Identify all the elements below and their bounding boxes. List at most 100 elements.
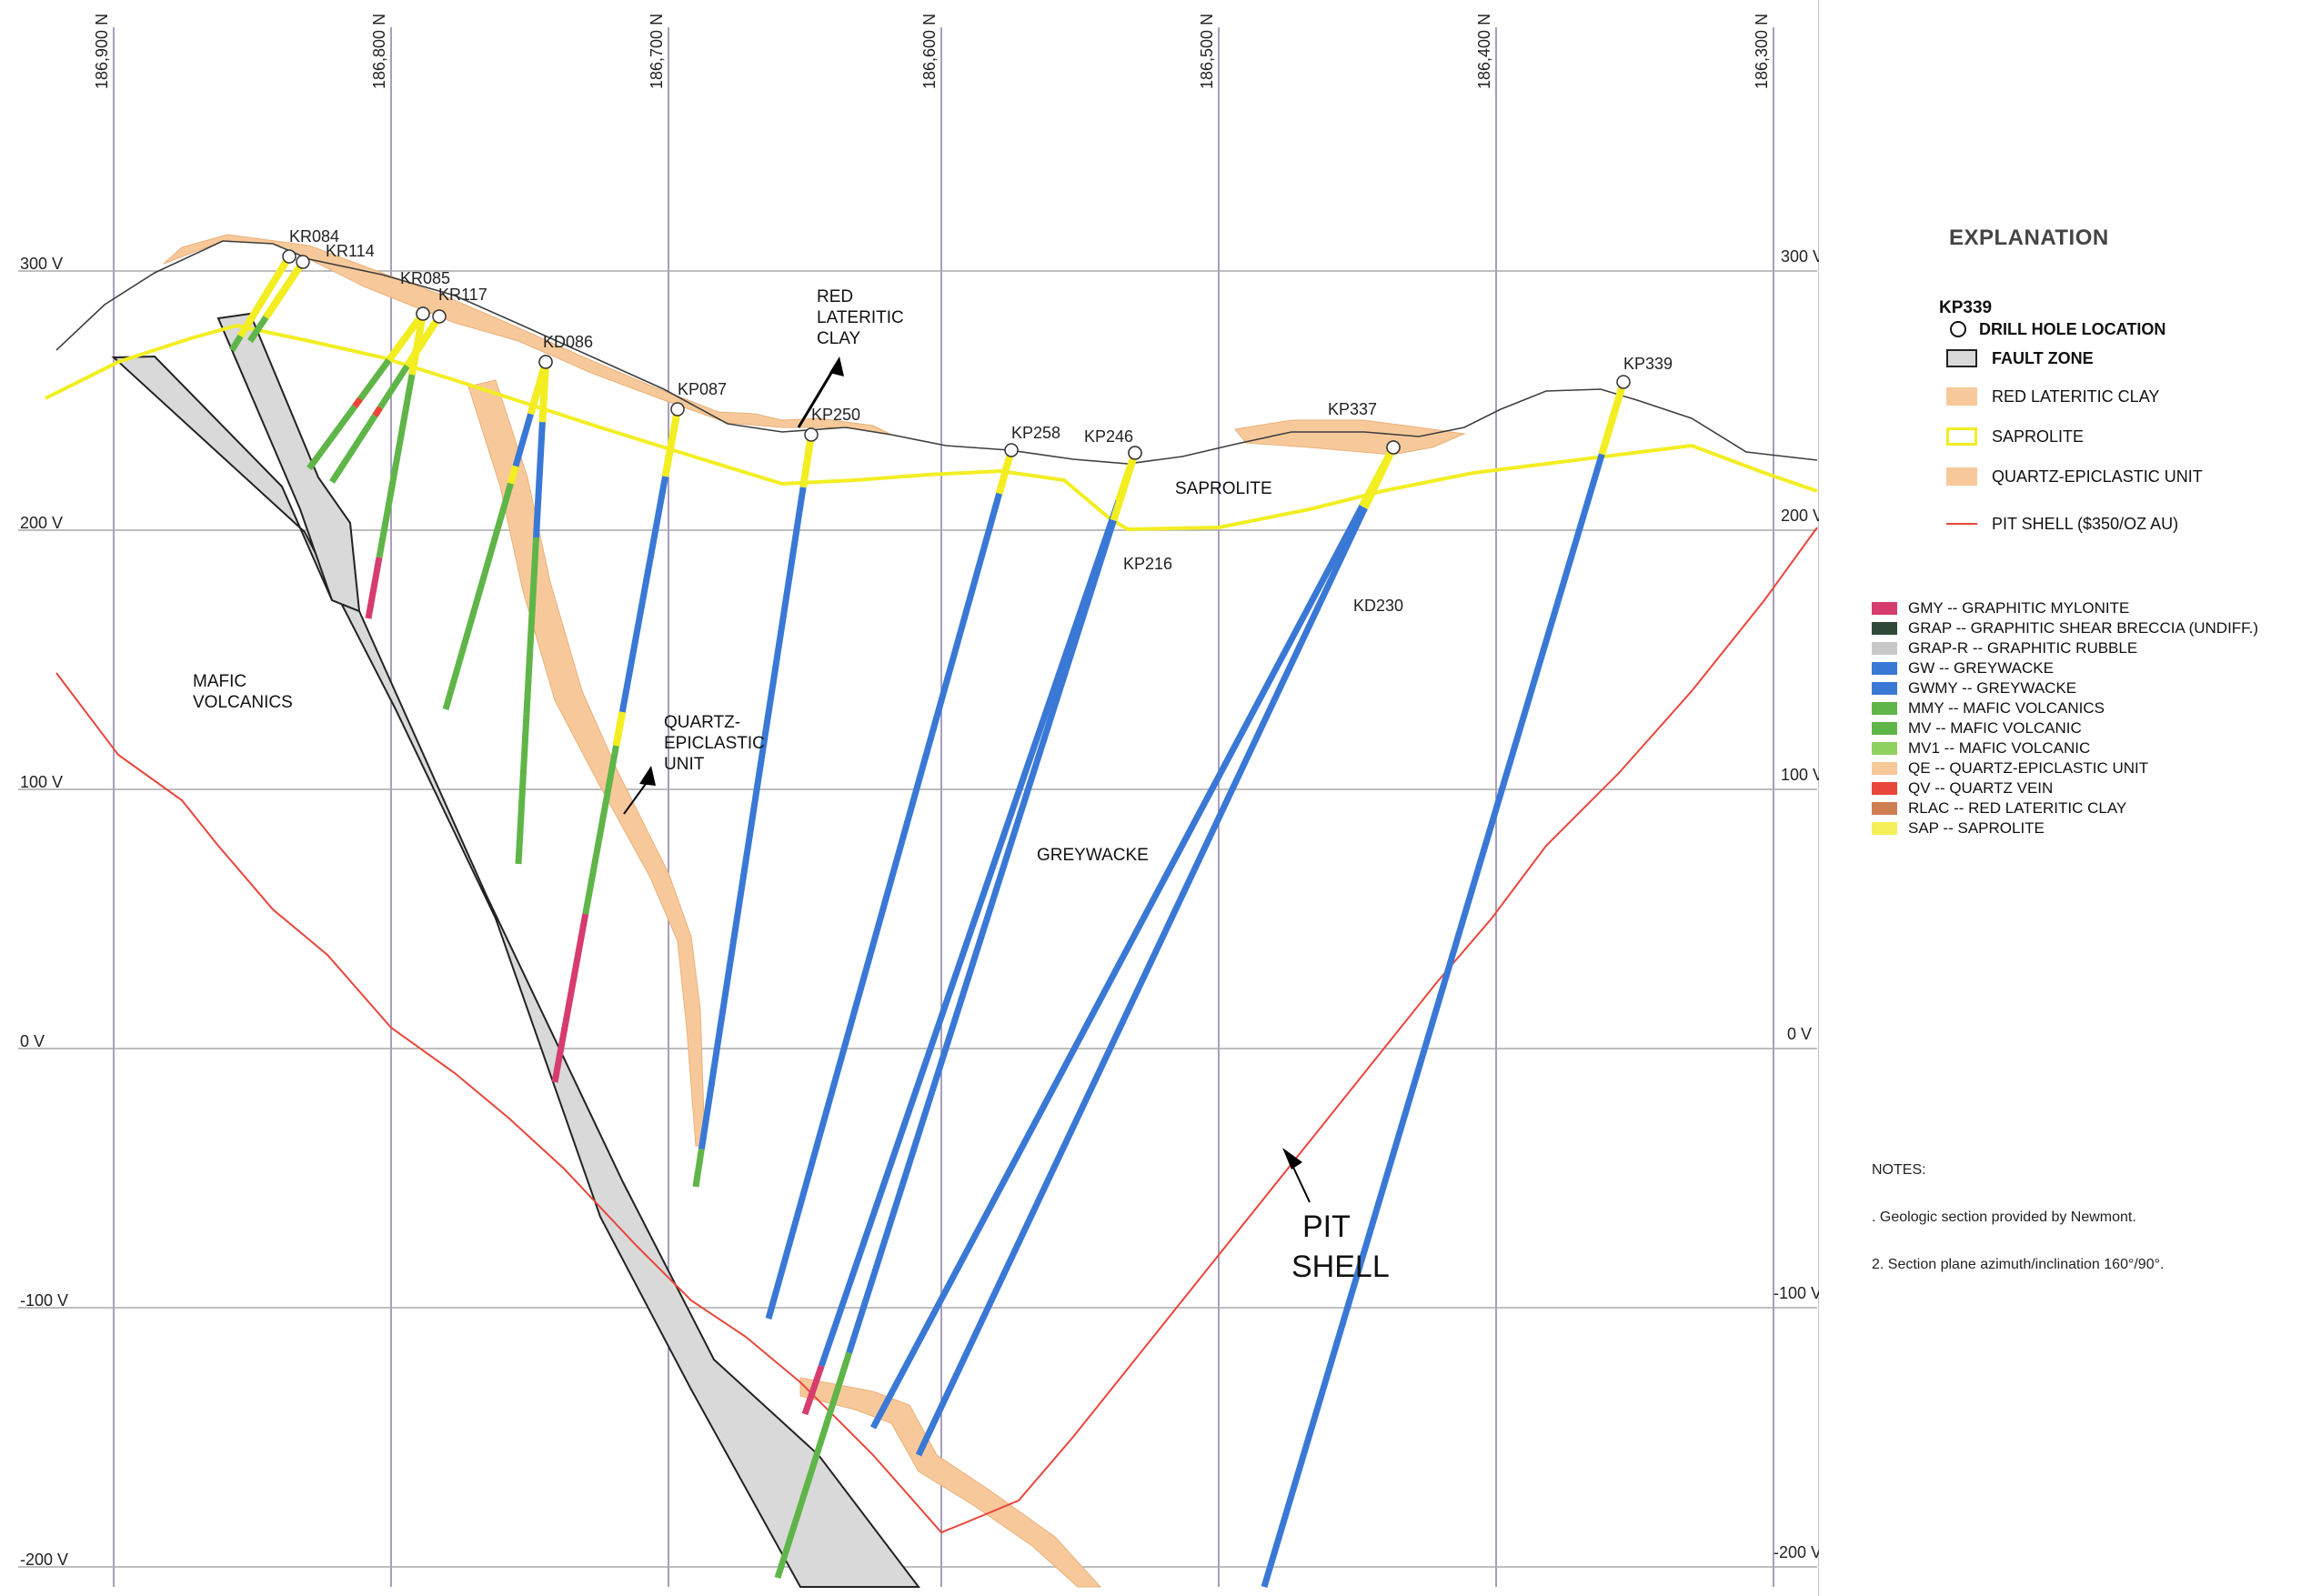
lithology-label: GW -- GREYWACKE bbox=[1908, 659, 2054, 677]
northing-label: 186,900 N bbox=[93, 14, 111, 89]
red-lateritic-clay-knoll bbox=[1234, 419, 1466, 456]
lithology-item: GMY -- GRAPHITIC MYLONITE bbox=[1872, 598, 2258, 618]
elevation-label-right: -200 V bbox=[1773, 1543, 1819, 1561]
notes: NOTES: . Geologic section provided by Ne… bbox=[1872, 1162, 2164, 1304]
lithology-item: SAP -- SAPROLITE bbox=[1872, 818, 2258, 838]
annotation-mafic-volcanics: MAFIC bbox=[193, 672, 246, 691]
saprolite-base bbox=[45, 323, 1818, 532]
drill-hole-segment bbox=[352, 396, 364, 409]
drill-hole-label: KP246 bbox=[1084, 427, 1133, 446]
lithology-label: GRAP-R -- GRAPHITIC RUBBLE bbox=[1908, 639, 2138, 657]
lithology-item: RLAC -- RED LATERITIC CLAY bbox=[1872, 798, 2258, 818]
lithology-label: QE -- QUARTZ-EPICLASTIC UNIT bbox=[1908, 759, 2149, 777]
legend-quartz-epiclastic: QUARTZ-EPICLASTIC UNIT bbox=[1946, 464, 2203, 489]
drill-hole-segment bbox=[801, 1365, 825, 1416]
section-grid bbox=[18, 0, 1819, 1596]
drill-hole-traces bbox=[229, 249, 1631, 1588]
drill-hole-label: KR085 bbox=[400, 269, 450, 287]
drill-hole-collar-icon bbox=[538, 355, 553, 369]
fault-zone-swatch bbox=[1946, 349, 1977, 367]
annotation-red-lateritic-clay: LATERITIC bbox=[817, 308, 904, 327]
drill-hole-collar-icon bbox=[1616, 375, 1631, 389]
drill-hole-collar-icon bbox=[1004, 443, 1019, 457]
drill-hole-label: KP216 bbox=[1123, 555, 1172, 573]
drill-hole-segment bbox=[582, 745, 619, 915]
notes-title: NOTES: bbox=[1872, 1162, 1926, 1178]
elevation-label-left: -200 V bbox=[20, 1551, 68, 1569]
lithology-swatch bbox=[1872, 702, 1897, 715]
lithology-item: GRAP -- GRAPHITIC SHEAR BRECCIA (UNDIFF.… bbox=[1872, 618, 2258, 638]
drill-hole-segment bbox=[846, 519, 1117, 1354]
annotation-red-lateritic-clay: CLAY bbox=[817, 329, 861, 348]
legend-drill-hole-location: DRILL HOLE LOCATION bbox=[1946, 316, 2165, 342]
lithology-swatch bbox=[1872, 722, 1897, 735]
drill-hole-segment bbox=[618, 476, 668, 713]
lithology-label: GRAP -- GRAPHITIC SHEAR BRECCIA (UNDIFF.… bbox=[1908, 619, 2259, 637]
drill-hole-label: KR114 bbox=[326, 242, 375, 260]
drill-hole-segment bbox=[692, 1149, 705, 1188]
drill-hole-label: KP258 bbox=[1011, 424, 1060, 442]
drill-hole-circle-icon bbox=[1950, 321, 1966, 337]
drill-hole-collar-icon bbox=[670, 402, 685, 417]
elevation-label-right: -100 V bbox=[1773, 1284, 1819, 1302]
quartz-epiclastic-swatch bbox=[1946, 467, 1977, 486]
drill-hole-segment bbox=[915, 506, 1368, 1457]
lithology-label: GWMY -- GREYWACKE bbox=[1908, 679, 2077, 697]
drill-hole-segment bbox=[698, 487, 807, 1150]
legend-red-lateritic-clay: RED LATERITIC CLAY bbox=[1946, 384, 2159, 409]
drill-hole-segment bbox=[533, 422, 546, 538]
northing-label: 186,600 N bbox=[920, 14, 939, 89]
drill-hole-segment bbox=[229, 334, 244, 352]
elevation-label-right: 300 V bbox=[1781, 247, 1819, 266]
drill-hole-label: KP087 bbox=[678, 380, 727, 398]
legend-symbol-label: FAULT ZONE bbox=[1992, 348, 2094, 367]
northing-label: 186,800 N bbox=[370, 14, 388, 89]
drill-hole-segment bbox=[507, 465, 519, 485]
legend-symbol-label: PIT SHELL ($350/OZ AU) bbox=[1992, 514, 2179, 533]
drill-hole-segment bbox=[365, 557, 383, 619]
drill-hole-label: KP250 bbox=[811, 406, 860, 424]
northing-label: 186,700 N bbox=[648, 14, 666, 89]
drill-hole-collar-icon bbox=[804, 427, 819, 442]
drill-hole-segment bbox=[1261, 453, 1605, 1588]
drill-hole-segment bbox=[551, 913, 589, 1083]
drill-hole-segment bbox=[512, 413, 534, 467]
legend-saprolite: SAPROLITE bbox=[1946, 424, 2084, 449]
lithology-swatch bbox=[1872, 822, 1897, 835]
drill-hole-segment bbox=[1110, 451, 1139, 522]
lithology-item: MV -- MAFIC VOLCANIC bbox=[1872, 718, 2258, 738]
lithology-item: QV -- QUARTZ VEIN bbox=[1872, 778, 2258, 798]
annotation-mafic-volcanics: VOLCANICS bbox=[193, 693, 293, 712]
annotation-greywacke: GREYWACKE bbox=[1037, 846, 1149, 865]
lithology-swatch bbox=[1872, 802, 1897, 815]
drill-hole-segment bbox=[774, 1351, 852, 1580]
drill-hole-segment bbox=[237, 254, 293, 338]
saprolite-swatch bbox=[1946, 427, 1977, 446]
legend-fault-zone: FAULT ZONE bbox=[1946, 346, 2094, 371]
lithology-swatch bbox=[1872, 762, 1897, 775]
drill-hole-example-label: KP339 bbox=[1939, 298, 1993, 317]
drill-hole-segment bbox=[306, 404, 357, 471]
drill-hole-segment bbox=[765, 492, 1003, 1320]
drill-hole-segment bbox=[386, 311, 427, 363]
elevation-label-right: 0 V bbox=[1787, 1025, 1812, 1043]
lithology-swatch bbox=[1872, 742, 1897, 755]
legend-pit-shell: PIT SHELL ($350/OZ AU) bbox=[1946, 511, 2178, 537]
legend-panel: EXPLANATION KP339 DRILL HOLE LOCATION FA… bbox=[1855, 0, 2301, 1596]
drill-hole-segment bbox=[995, 448, 1015, 495]
lithology-item: GRAP-R -- GRAPHITIC RUBBLE bbox=[1872, 638, 2258, 658]
drill-hole-segment bbox=[661, 408, 681, 477]
drill-hole-segment bbox=[1598, 380, 1627, 456]
lithology-swatch bbox=[1872, 622, 1897, 635]
legend-symbol-label: RED LATERITIC CLAY bbox=[1992, 386, 2160, 406]
drill-hole-segment bbox=[869, 505, 1365, 1430]
drill-hole-label: KR084 bbox=[289, 227, 339, 246]
lithology-item: MV1 -- MAFIC VOLCANIC bbox=[1872, 738, 2258, 758]
drill-hole-label: KP337 bbox=[1328, 400, 1377, 418]
annotation-quartz-epiclastic: EPICLASTIC bbox=[664, 734, 765, 753]
elevation-label-left: -100 V bbox=[20, 1291, 68, 1310]
fault-splay bbox=[216, 312, 361, 613]
note-item: 2. Section plane azimuth/inclination 160… bbox=[1872, 1257, 2165, 1272]
lithology-swatch bbox=[1872, 662, 1897, 675]
pit-shell bbox=[55, 527, 1818, 1534]
